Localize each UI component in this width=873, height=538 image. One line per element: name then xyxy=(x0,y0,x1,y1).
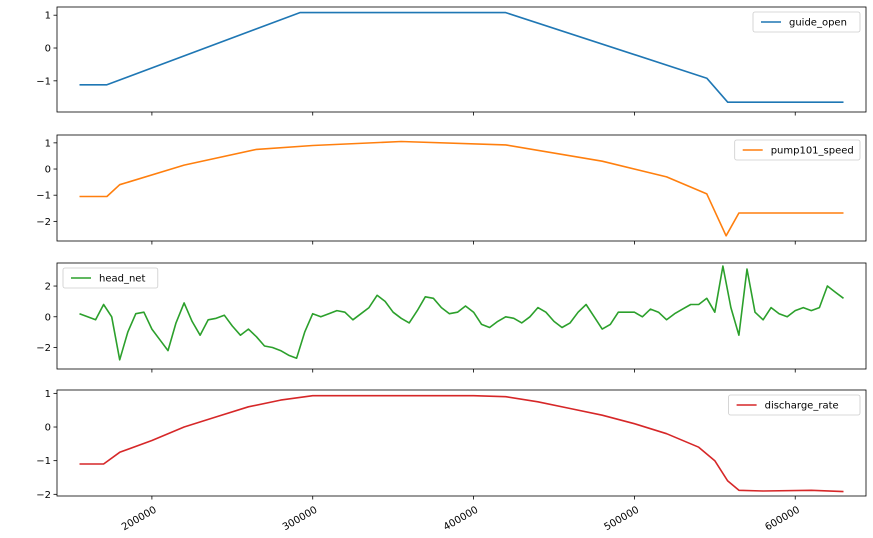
axes-frame xyxy=(56,6,867,113)
legend-label: pump101_speed xyxy=(771,146,854,157)
legend-head_net: head_net xyxy=(62,267,159,289)
legend-box xyxy=(728,394,861,416)
x-tick-label: 200000 xyxy=(120,505,159,534)
y-tick-label: 1 xyxy=(45,389,51,400)
legend-pump101_speed: pump101_speed xyxy=(734,139,861,161)
y-tick-label: 0 xyxy=(45,165,51,176)
x-tick-label: 300000 xyxy=(281,505,320,534)
y-tick-label: −1 xyxy=(36,191,51,202)
axes-frame xyxy=(56,262,867,370)
subplot-1: −1 0 1 guide_open xyxy=(36,6,867,116)
y-tick-label: 0 xyxy=(45,44,51,55)
subplot-3: −2 0 2 head_net xyxy=(36,262,867,373)
legend-label: discharge_rate xyxy=(765,401,839,412)
legend-box xyxy=(62,267,159,289)
subplot-2: −2 −1 0 1 pump101_speed xyxy=(36,134,867,245)
y-tick-label: −2 xyxy=(36,343,51,354)
x-tick-label: 500000 xyxy=(603,505,642,534)
x-tick-label: 400000 xyxy=(442,505,481,534)
y-tick-label: 0 xyxy=(45,423,51,434)
y-tick-label: −2 xyxy=(36,490,51,501)
y-tick-label: 0 xyxy=(45,312,51,323)
axes-frame xyxy=(56,389,867,497)
legend-box xyxy=(734,139,861,161)
x-tick-label: 600000 xyxy=(763,505,802,534)
y-tick-label: −1 xyxy=(36,76,51,87)
subplot-4: −2 −1 0 1 discharge_rate xyxy=(36,389,867,501)
y-tick-label: 2 xyxy=(45,282,51,293)
series-line-pump101_speed xyxy=(79,140,844,237)
legend-discharge_rate: discharge_rate xyxy=(728,394,861,416)
legend-label: guide_open xyxy=(789,18,847,29)
y-tick-label: 1 xyxy=(45,11,51,22)
legend-guide_open: guide_open xyxy=(752,11,861,33)
series-line-discharge_rate xyxy=(79,394,844,493)
axes-frame xyxy=(56,134,867,242)
y-tick-label: −1 xyxy=(36,456,51,467)
legend-label: head_net xyxy=(99,274,145,285)
series-line-head_net xyxy=(79,265,844,361)
legend-box xyxy=(752,11,861,33)
y-tick-label: 1 xyxy=(45,138,51,149)
series-line-guide_open xyxy=(79,11,844,103)
y-tick-label: −2 xyxy=(36,217,51,228)
